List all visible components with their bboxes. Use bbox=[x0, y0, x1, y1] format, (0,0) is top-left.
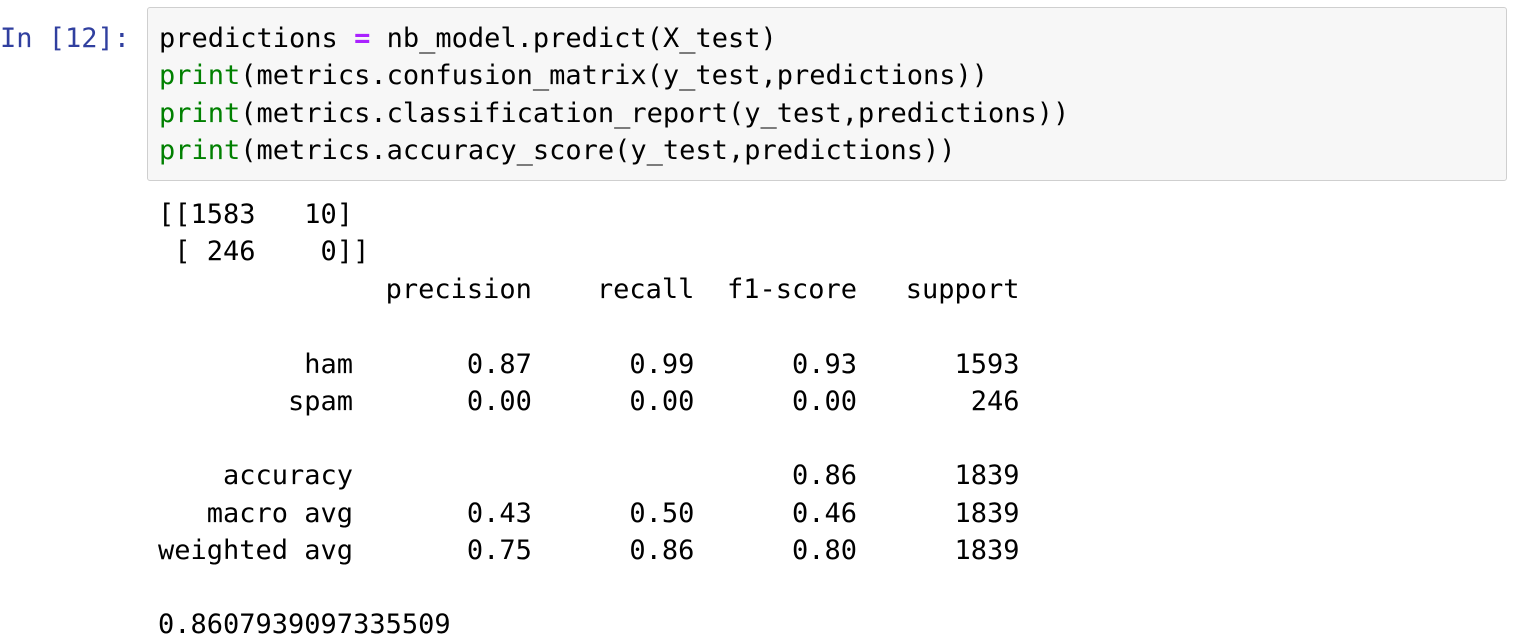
input-prompt: In [12]: bbox=[0, 23, 131, 54]
report-row-accuracy: accuracy 0.86 1839 bbox=[158, 460, 1020, 491]
report-row-ham: ham 0.87 0.99 0.93 1593 bbox=[158, 349, 1020, 380]
code-operator: = bbox=[354, 23, 371, 54]
confusion-matrix-row: [[1583 10] bbox=[158, 199, 354, 230]
accuracy-score-output: 0.8607939097335509 bbox=[158, 609, 451, 636]
report-row-macro-avg: macro avg 0.43 0.50 0.46 1839 bbox=[158, 498, 1020, 529]
report-header: precision recall f1-score support bbox=[158, 274, 1020, 305]
code-builtin: print bbox=[159, 98, 241, 129]
report-row-weighted-avg: weighted avg 0.75 0.86 0.80 1839 bbox=[158, 535, 1020, 566]
code-token: (metrics.confusion_matrix(y_test,predict… bbox=[240, 60, 989, 91]
cell-output-area: [[1583 10] [ 246 0]] precision recall f1… bbox=[158, 196, 1358, 636]
code-builtin: print bbox=[159, 60, 241, 91]
code-token: (metrics.accuracy_score(y_test,predictio… bbox=[240, 135, 956, 166]
code-line-3: print(metrics.classification_report(y_te… bbox=[159, 95, 1069, 132]
code-token: nb_model.predict(X_test) bbox=[370, 23, 777, 54]
code-builtin: print bbox=[159, 135, 241, 166]
code-line-4: print(metrics.accuracy_score(y_test,pred… bbox=[159, 132, 956, 169]
code-line-2: print(metrics.confusion_matrix(y_test,pr… bbox=[159, 57, 988, 94]
code-line-1: predictions = nb_model.predict(X_test) bbox=[159, 20, 777, 57]
code-input-area[interactable]: predictions = nb_model.predict(X_test) p… bbox=[147, 7, 1507, 181]
report-row-spam: spam 0.00 0.00 0.00 246 bbox=[158, 386, 1020, 417]
code-token: (metrics.classification_report(y_test,pr… bbox=[240, 98, 1070, 129]
code-token: predictions bbox=[159, 23, 355, 54]
confusion-matrix-row: [ 246 0]] bbox=[158, 236, 370, 267]
